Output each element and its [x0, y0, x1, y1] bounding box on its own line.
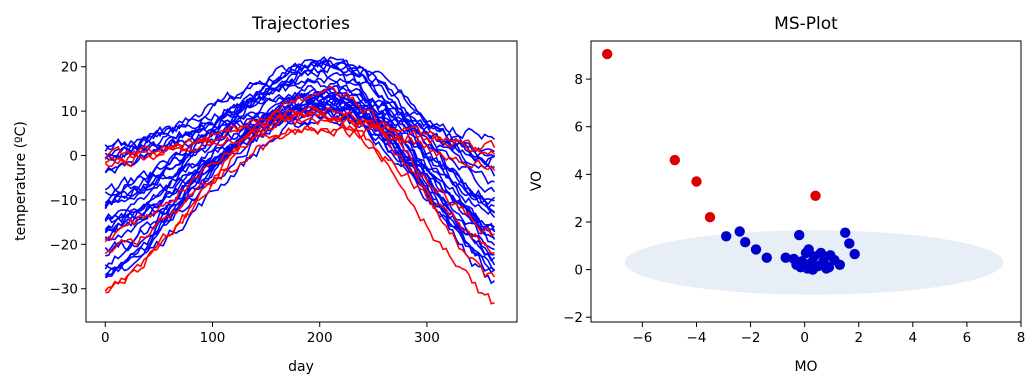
normal-trajectory-line	[104, 114, 496, 276]
x-tick-label: −6	[632, 330, 652, 346]
normal-trajectory-line	[104, 98, 496, 161]
y-tick-label: 0	[69, 149, 78, 165]
normal-point	[750, 244, 762, 255]
chart-title: Trajectories	[251, 14, 350, 34]
trajectories-chart: Trajectories 0 100 200 300 −30 −20 −10 0 10 20 da…	[13, 14, 518, 375]
y-tick-label: 0	[574, 263, 583, 279]
normal-point	[834, 259, 845, 270]
plot-frame	[85, 40, 518, 323]
plot-frame	[590, 40, 1022, 323]
y-tick-label: −30	[50, 282, 79, 298]
normal-point	[815, 247, 827, 259]
normal-point	[734, 226, 745, 237]
x-tick-label: 2	[854, 330, 863, 346]
y-axis-label: VO	[529, 171, 545, 191]
y-tick-label: −20	[50, 237, 79, 253]
normal-point	[803, 244, 814, 255]
normal-trajectory-line	[104, 61, 496, 177]
normal-trajectory-line	[104, 103, 496, 240]
chart-title: MS-Plot	[774, 14, 838, 34]
y-tick-label: 8	[574, 72, 583, 88]
y-tick-label: 6	[574, 120, 583, 136]
x-axis-label: MO	[794, 359, 817, 375]
outlier-point	[691, 176, 702, 187]
normal-point	[840, 227, 851, 238]
outlier-trajectory-line	[104, 106, 495, 243]
outlier-point	[602, 48, 613, 60]
normal-point	[849, 248, 860, 260]
outlier-point	[669, 154, 680, 166]
normal-point	[721, 231, 732, 242]
normal-trajectory-line	[104, 56, 495, 231]
normal-point	[802, 263, 813, 274]
normal-point	[740, 237, 751, 248]
x-tick-label: 4	[909, 330, 918, 346]
normal-trajectory-line	[104, 64, 495, 213]
x-tick-label: 0	[101, 330, 110, 346]
y-tick-label: 4	[574, 167, 583, 183]
normal-trajectory-line	[104, 106, 496, 159]
outlier-trajectory-line	[104, 110, 496, 171]
x-tick-label: −2	[741, 330, 761, 346]
y-tick-label: 10	[61, 104, 78, 120]
normal-trajectory-line	[104, 91, 496, 232]
x-tick-label: 300	[414, 330, 440, 346]
y-tick-label: −2	[563, 310, 583, 326]
outlier-trajectory-line	[104, 122, 496, 160]
y-tick-label: −10	[50, 193, 79, 209]
normal-trajectory-line	[105, 104, 495, 256]
outlier-trajectory-line	[104, 126, 495, 255]
x-tick-label: 6	[963, 330, 972, 346]
x-tick-label: 8	[1017, 330, 1026, 346]
x-tick-label: 100	[200, 330, 226, 346]
normal-point	[791, 259, 802, 270]
y-axis-label: temperature (ºC)	[13, 121, 29, 241]
y-tick-label: 2	[574, 215, 583, 231]
normal-trajectory-line	[104, 86, 495, 185]
normal-point	[823, 262, 835, 273]
x-tick-label: 200	[307, 330, 333, 346]
x-axis-label: day	[288, 359, 314, 375]
outlier-point	[704, 212, 716, 223]
ms-plot-chart: MS-Plot −6 −4 −2 0 2 4 6 8 −2 0 2 4 6 8 MO VO	[529, 14, 1025, 375]
x-tick-label: −4	[687, 330, 707, 346]
normal-point	[761, 252, 772, 263]
outlier-point	[810, 190, 821, 201]
normal-point	[780, 252, 791, 263]
x-tick-label: 0	[800, 330, 809, 346]
normal-point	[794, 229, 805, 241]
normal-trajectory-line	[104, 56, 495, 285]
outlier-trajectory-line	[105, 85, 496, 294]
y-tick-label: 20	[61, 60, 78, 76]
normal-point	[844, 238, 855, 249]
